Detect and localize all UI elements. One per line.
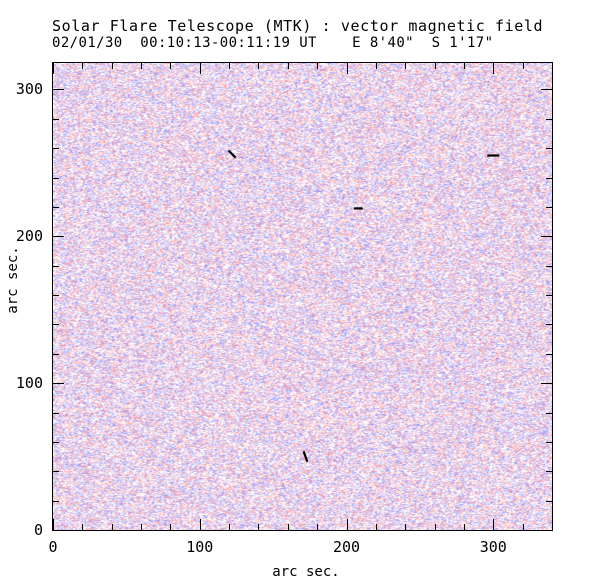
x-minor-tick bbox=[82, 524, 83, 530]
x-minor-tick bbox=[464, 524, 465, 530]
y-minor-tick bbox=[53, 442, 59, 443]
x-major-tick bbox=[200, 519, 201, 530]
y-minor-tick bbox=[546, 148, 552, 149]
x-minor-tick bbox=[141, 524, 142, 530]
x-minor-tick bbox=[112, 63, 113, 69]
y-tick-label: 300 bbox=[15, 80, 43, 99]
y-minor-tick bbox=[546, 413, 552, 414]
y-major-tick bbox=[541, 530, 552, 531]
y-minor-tick bbox=[546, 471, 552, 472]
y-major-tick bbox=[541, 383, 552, 384]
vector-segment-overlay bbox=[227, 149, 500, 463]
plot-subtitle: 02/01/30 00:10:13-00:11:19 UT E 8'40" S … bbox=[52, 35, 494, 51]
x-minor-tick bbox=[229, 63, 230, 69]
y-minor-tick bbox=[53, 413, 59, 414]
y-minor-tick bbox=[546, 354, 552, 355]
x-minor-tick bbox=[435, 63, 436, 69]
x-minor-tick bbox=[317, 524, 318, 530]
x-minor-tick bbox=[288, 524, 289, 530]
x-tick-label: 0 bbox=[48, 538, 58, 556]
y-minor-tick bbox=[53, 207, 59, 208]
y-major-tick bbox=[53, 236, 64, 237]
x-tick-label: 300 bbox=[479, 538, 507, 556]
x-minor-tick bbox=[405, 63, 406, 69]
y-minor-tick bbox=[546, 119, 552, 120]
plot-title-block: Solar Flare Telescope (MTK) : vector mag… bbox=[52, 18, 572, 52]
y-minor-tick bbox=[53, 148, 59, 149]
x-minor-tick bbox=[464, 63, 465, 69]
x-major-tick bbox=[347, 519, 348, 530]
y-minor-tick bbox=[546, 178, 552, 179]
y-major-tick bbox=[53, 530, 64, 531]
y-minor-tick bbox=[53, 178, 59, 179]
y-major-tick bbox=[53, 89, 64, 90]
x-minor-tick bbox=[435, 524, 436, 530]
y-major-tick bbox=[541, 236, 552, 237]
y-minor-tick bbox=[546, 266, 552, 267]
y-major-tick bbox=[541, 89, 552, 90]
x-minor-tick bbox=[141, 63, 142, 69]
x-minor-tick bbox=[288, 63, 289, 69]
y-minor-tick bbox=[546, 207, 552, 208]
y-minor-tick bbox=[53, 266, 59, 267]
x-tick-label: 100 bbox=[186, 538, 214, 556]
x-major-tick bbox=[200, 63, 201, 74]
x-minor-tick bbox=[523, 524, 524, 530]
x-major-tick bbox=[493, 63, 494, 74]
x-tick-label: 200 bbox=[332, 538, 361, 556]
x-minor-tick bbox=[317, 63, 318, 69]
x-major-tick bbox=[347, 63, 348, 74]
y-minor-tick bbox=[546, 442, 552, 443]
x-minor-tick bbox=[82, 63, 83, 69]
page-title: Solar Flare Telescope (MTK) : vector mag… bbox=[52, 17, 544, 35]
vector-segment bbox=[227, 149, 237, 159]
y-tick-label: 0 bbox=[33, 521, 43, 539]
x-minor-tick bbox=[376, 63, 377, 69]
x-minor-tick bbox=[552, 63, 553, 69]
x-minor-tick bbox=[112, 524, 113, 530]
x-major-tick bbox=[493, 519, 494, 530]
plot-area bbox=[52, 62, 553, 531]
x-minor-tick bbox=[258, 524, 259, 530]
y-minor-tick bbox=[53, 324, 59, 325]
y-minor-tick bbox=[53, 501, 59, 502]
x-major-tick bbox=[53, 63, 54, 74]
x-axis-title: arc sec. bbox=[272, 564, 340, 580]
x-minor-tick bbox=[376, 524, 377, 530]
y-minor-tick bbox=[53, 354, 59, 355]
y-minor-tick bbox=[53, 119, 59, 120]
x-major-tick bbox=[53, 519, 54, 530]
x-minor-tick bbox=[170, 63, 171, 69]
y-minor-tick bbox=[53, 471, 59, 472]
y-major-tick bbox=[53, 383, 64, 384]
x-minor-tick bbox=[405, 524, 406, 530]
y-minor-tick bbox=[546, 324, 552, 325]
vector-segment bbox=[302, 451, 309, 463]
magnetogram-noise-field bbox=[53, 63, 552, 530]
y-minor-tick bbox=[53, 295, 59, 296]
x-minor-tick bbox=[523, 63, 524, 69]
y-minor-tick bbox=[546, 295, 552, 296]
y-minor-tick bbox=[546, 501, 552, 502]
y-tick-label: 100 bbox=[15, 374, 43, 393]
y-tick-label: 200 bbox=[15, 227, 43, 246]
y-axis-title: arc sec. bbox=[5, 246, 21, 314]
x-minor-tick bbox=[258, 63, 259, 69]
x-minor-tick bbox=[552, 524, 553, 530]
x-minor-tick bbox=[229, 524, 230, 530]
x-minor-tick bbox=[170, 524, 171, 530]
